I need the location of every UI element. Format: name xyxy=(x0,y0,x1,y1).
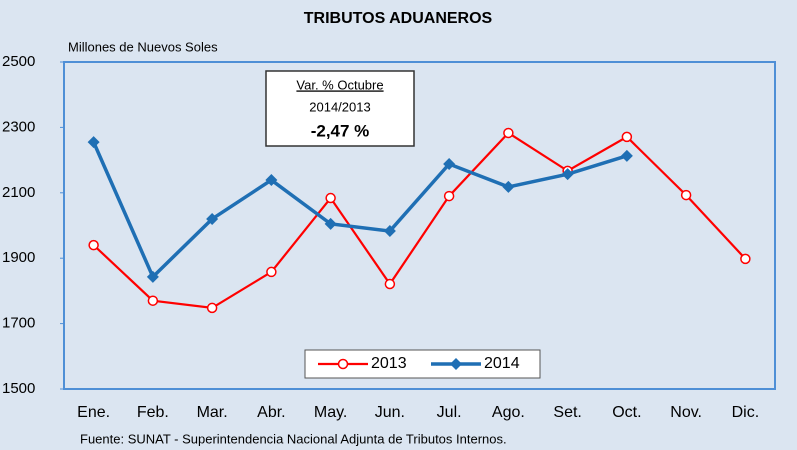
annotation-line: 2014/2013 xyxy=(309,99,370,114)
marker xyxy=(503,127,514,139)
series-line xyxy=(92,141,628,280)
x-tick-label: Oct. xyxy=(612,404,641,421)
marker xyxy=(621,131,633,143)
marker xyxy=(87,136,100,149)
marker xyxy=(206,212,219,225)
y-tick-label: 2300 xyxy=(2,118,35,135)
marker xyxy=(147,295,159,306)
marker xyxy=(206,302,218,314)
y-tick-label: 1700 xyxy=(2,315,35,332)
marker xyxy=(266,266,277,278)
marker xyxy=(325,192,336,204)
marker xyxy=(324,217,337,230)
marker xyxy=(620,149,633,162)
x-tick-label: Mar. xyxy=(197,404,228,421)
x-tick-label: Jun. xyxy=(375,404,405,421)
y-tick-label: 1500 xyxy=(2,380,35,397)
legend-marker xyxy=(450,358,462,370)
chart-title: TRIBUTOS ADUANEROS xyxy=(304,10,493,27)
legend-label: 2013 xyxy=(371,355,407,372)
x-tick-label: Dic. xyxy=(732,404,760,421)
y-tick-label: 2100 xyxy=(2,184,35,201)
x-tick-label: Set. xyxy=(553,404,581,421)
y-axis-label: Millones de Nuevos Soles xyxy=(68,39,218,54)
marker xyxy=(265,174,278,187)
marker xyxy=(146,270,159,283)
plot-area xyxy=(63,61,776,390)
x-tick-label: Feb. xyxy=(137,404,169,421)
x-tick-label: Abr. xyxy=(257,404,285,421)
x-tick-label: Ago. xyxy=(492,404,525,421)
marker xyxy=(443,158,456,171)
series-line xyxy=(92,131,747,310)
marker xyxy=(740,253,751,265)
marker xyxy=(384,278,396,290)
marker xyxy=(561,168,574,181)
x-tick-label: Jul. xyxy=(437,404,462,421)
legend-label: 2014 xyxy=(484,355,520,372)
annotation-value: -2,47 % xyxy=(311,121,370,140)
x-tick-label: May. xyxy=(314,404,347,421)
x-tick-label: Ene. xyxy=(77,404,110,421)
marker xyxy=(680,189,692,201)
y-tick-label: 1900 xyxy=(2,249,35,266)
annotation-line: Var. % Octubre xyxy=(296,77,383,92)
source: Fuente: SUNAT - Superintendencia Naciona… xyxy=(80,431,507,446)
marker xyxy=(502,180,515,193)
marker xyxy=(383,225,396,238)
annotation-box xyxy=(265,70,415,147)
x-tick-label: Nov. xyxy=(670,404,702,421)
y-tick-label: 2500 xyxy=(2,53,35,70)
marker xyxy=(88,239,99,251)
marker xyxy=(443,190,455,202)
legend-marker xyxy=(337,358,349,370)
